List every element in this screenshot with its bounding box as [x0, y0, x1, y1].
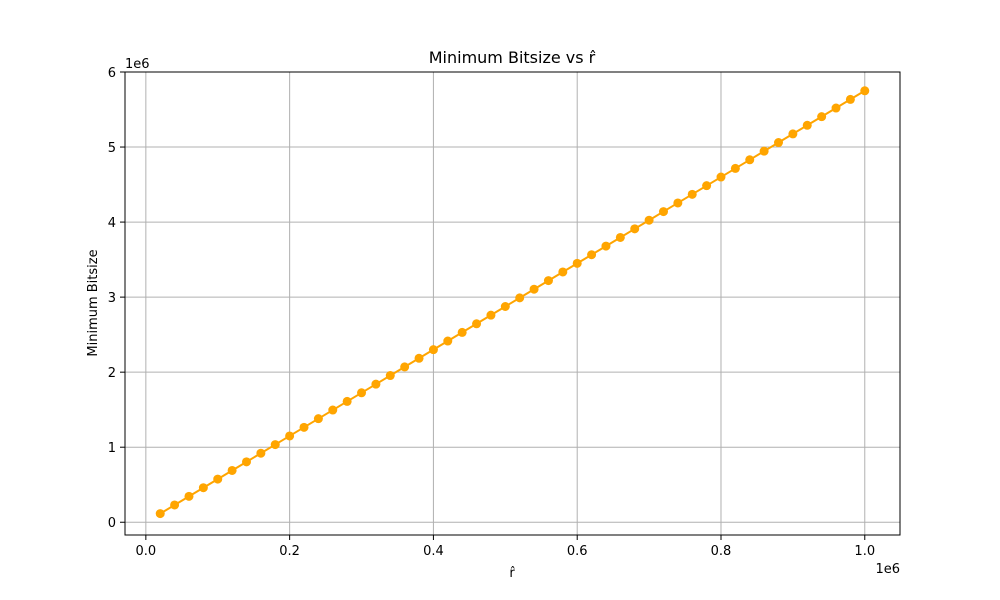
data-point: [572, 258, 582, 268]
data-point: [759, 146, 769, 156]
data-point: [500, 302, 510, 312]
data-point: [730, 163, 740, 173]
data-point: [328, 405, 338, 415]
data-point: [601, 241, 611, 251]
x-tick-label: 0.8: [711, 544, 732, 559]
data-point: [443, 336, 453, 346]
data-point: [371, 379, 381, 389]
data-point: [587, 250, 597, 260]
data-point: [702, 181, 712, 191]
data-point: [558, 267, 568, 277]
y-tick-label: 6: [108, 66, 116, 81]
x-tick-label: 0.4: [423, 544, 444, 559]
data-point: [774, 138, 784, 148]
data-point: [673, 198, 683, 208]
y-axis-offset-label: 1e6: [125, 57, 150, 72]
data-point: [457, 327, 467, 337]
data-point: [299, 422, 309, 432]
chart-title: Minimum Bitsize vs r̂: [429, 48, 596, 67]
y-tick-label: 2: [108, 366, 116, 381]
data-point: [400, 362, 410, 372]
data-point: [227, 465, 237, 475]
plot-area-frame: [124, 71, 901, 536]
data-point: [615, 232, 625, 242]
data-point: [241, 457, 251, 467]
data-point: [414, 353, 424, 363]
data-point: [630, 224, 640, 234]
data-point: [428, 345, 438, 355]
data-point: [543, 276, 553, 286]
data-point: [845, 94, 855, 104]
data-point: [644, 215, 654, 225]
data-point: [170, 500, 180, 510]
axis-ticks: 0.0 0.2 0.4 0.6 0.8 1.0 0 1 2 3 4 5 6: [108, 66, 875, 559]
data-point: [198, 483, 208, 493]
data-point: [817, 112, 827, 122]
data-point: [285, 431, 295, 441]
data-point: [313, 414, 323, 424]
x-tick-label: 1.0: [854, 544, 875, 559]
data-point: [831, 103, 841, 113]
data-point: [357, 388, 367, 398]
data-point: [213, 474, 223, 484]
y-tick-label: 4: [108, 216, 116, 231]
series-layer: [155, 86, 870, 519]
data-point: [256, 448, 266, 458]
x-axis-offset-label: 1e6: [875, 562, 900, 577]
data-point: [529, 284, 539, 294]
x-tick-label: 0.0: [136, 544, 157, 559]
y-axis-label: Minimum Bitsize: [86, 249, 101, 356]
data-point: [658, 207, 668, 217]
data-point: [788, 129, 798, 139]
y-tick-label: 1: [108, 441, 116, 456]
data-point: [184, 491, 194, 501]
data-point: [385, 371, 395, 381]
data-point: [486, 310, 496, 320]
y-tick-label: 0: [108, 516, 116, 531]
data-point: [515, 293, 525, 303]
data-point: [270, 440, 280, 450]
x-axis-label: r̂: [509, 566, 515, 581]
x-tick-label: 0.2: [279, 544, 300, 559]
data-point: [745, 155, 755, 165]
y-tick-label: 3: [108, 291, 116, 306]
x-tick-label: 0.6: [567, 544, 588, 559]
data-point: [860, 86, 870, 96]
data-point: [342, 396, 352, 406]
data-point: [472, 319, 482, 329]
series-line: [159, 89, 866, 515]
y-tick-label: 5: [108, 141, 116, 156]
data-point: [687, 189, 697, 199]
data-point: [716, 172, 726, 182]
data-point: [802, 120, 812, 130]
data-point: [155, 509, 165, 519]
